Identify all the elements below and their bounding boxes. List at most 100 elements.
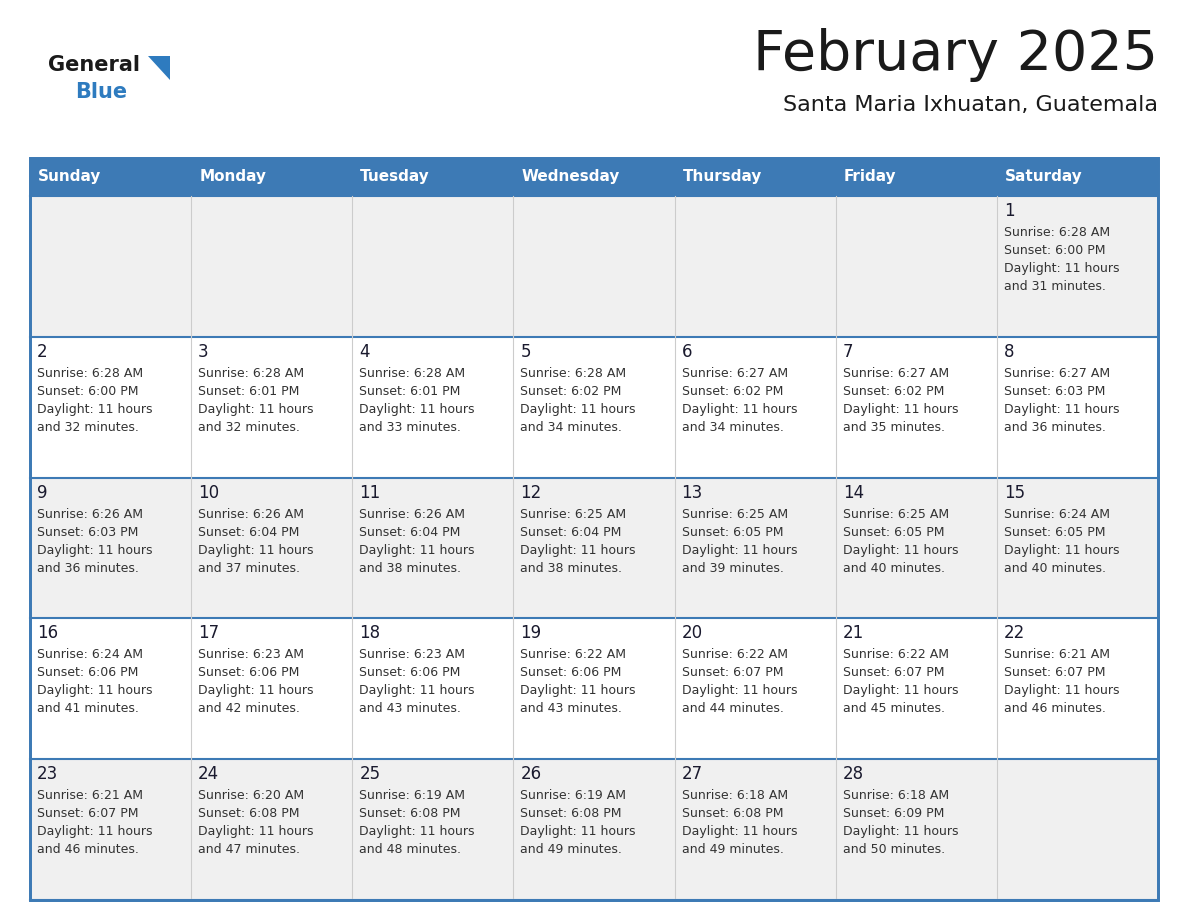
- Text: Sunrise: 6:21 AM: Sunrise: 6:21 AM: [1004, 648, 1110, 661]
- Text: 23: 23: [37, 766, 58, 783]
- Text: Daylight: 11 hours: Daylight: 11 hours: [1004, 262, 1119, 275]
- Text: Sunset: 6:06 PM: Sunset: 6:06 PM: [520, 666, 621, 679]
- Text: and 40 minutes.: and 40 minutes.: [842, 562, 944, 575]
- Text: Sunrise: 6:22 AM: Sunrise: 6:22 AM: [520, 648, 626, 661]
- Text: 25: 25: [359, 766, 380, 783]
- Text: Daylight: 11 hours: Daylight: 11 hours: [682, 543, 797, 556]
- Text: Sunrise: 6:28 AM: Sunrise: 6:28 AM: [198, 367, 304, 380]
- Text: 6: 6: [682, 342, 693, 361]
- Text: and 36 minutes.: and 36 minutes.: [1004, 420, 1106, 434]
- Text: Sunset: 6:04 PM: Sunset: 6:04 PM: [359, 526, 461, 539]
- Text: Sunset: 6:04 PM: Sunset: 6:04 PM: [198, 526, 299, 539]
- Text: Thursday: Thursday: [683, 170, 762, 185]
- Text: and 35 minutes.: and 35 minutes.: [842, 420, 944, 434]
- Text: Sunset: 6:04 PM: Sunset: 6:04 PM: [520, 526, 621, 539]
- Text: and 42 minutes.: and 42 minutes.: [198, 702, 301, 715]
- Text: and 43 minutes.: and 43 minutes.: [520, 702, 623, 715]
- Text: and 44 minutes.: and 44 minutes.: [682, 702, 783, 715]
- Text: Tuesday: Tuesday: [360, 170, 430, 185]
- Text: Daylight: 11 hours: Daylight: 11 hours: [198, 685, 314, 698]
- Text: 8: 8: [1004, 342, 1015, 361]
- Text: Sunset: 6:06 PM: Sunset: 6:06 PM: [37, 666, 138, 679]
- Text: Sunrise: 6:22 AM: Sunrise: 6:22 AM: [842, 648, 949, 661]
- Text: 28: 28: [842, 766, 864, 783]
- Text: Sunset: 6:08 PM: Sunset: 6:08 PM: [682, 807, 783, 820]
- Text: 24: 24: [198, 766, 220, 783]
- Text: Sunset: 6:02 PM: Sunset: 6:02 PM: [520, 385, 621, 397]
- Text: Sunset: 6:03 PM: Sunset: 6:03 PM: [37, 526, 138, 539]
- Text: Daylight: 11 hours: Daylight: 11 hours: [520, 685, 636, 698]
- Text: 1: 1: [1004, 202, 1015, 220]
- Text: and 33 minutes.: and 33 minutes.: [359, 420, 461, 434]
- Text: 27: 27: [682, 766, 702, 783]
- Text: and 38 minutes.: and 38 minutes.: [359, 562, 461, 575]
- Text: Daylight: 11 hours: Daylight: 11 hours: [520, 403, 636, 416]
- Text: and 36 minutes.: and 36 minutes.: [37, 562, 139, 575]
- Text: Sunrise: 6:28 AM: Sunrise: 6:28 AM: [520, 367, 626, 380]
- Text: 21: 21: [842, 624, 864, 643]
- Text: Daylight: 11 hours: Daylight: 11 hours: [1004, 543, 1119, 556]
- Bar: [30, 196, 1158, 337]
- Bar: [30, 158, 1158, 900]
- Text: Sunrise: 6:27 AM: Sunrise: 6:27 AM: [682, 367, 788, 380]
- Text: Daylight: 11 hours: Daylight: 11 hours: [520, 543, 636, 556]
- Text: Sunrise: 6:22 AM: Sunrise: 6:22 AM: [682, 648, 788, 661]
- Text: Daylight: 11 hours: Daylight: 11 hours: [682, 685, 797, 698]
- Text: Daylight: 11 hours: Daylight: 11 hours: [1004, 685, 1119, 698]
- Text: Daylight: 11 hours: Daylight: 11 hours: [37, 825, 152, 838]
- Bar: [30, 759, 1158, 900]
- Text: Sunrise: 6:19 AM: Sunrise: 6:19 AM: [359, 789, 466, 802]
- Text: and 48 minutes.: and 48 minutes.: [359, 844, 461, 856]
- Text: 10: 10: [198, 484, 220, 501]
- Text: and 40 minutes.: and 40 minutes.: [1004, 562, 1106, 575]
- Text: Daylight: 11 hours: Daylight: 11 hours: [682, 825, 797, 838]
- Text: Sunrise: 6:19 AM: Sunrise: 6:19 AM: [520, 789, 626, 802]
- Text: Sunrise: 6:28 AM: Sunrise: 6:28 AM: [37, 367, 143, 380]
- Polygon shape: [148, 56, 170, 80]
- Text: Daylight: 11 hours: Daylight: 11 hours: [359, 825, 475, 838]
- Text: and 32 minutes.: and 32 minutes.: [198, 420, 301, 434]
- Text: Sunrise: 6:18 AM: Sunrise: 6:18 AM: [682, 789, 788, 802]
- Text: Daylight: 11 hours: Daylight: 11 hours: [1004, 403, 1119, 416]
- Text: Santa Maria Ixhuatan, Guatemala: Santa Maria Ixhuatan, Guatemala: [783, 95, 1158, 115]
- Text: Sunset: 6:06 PM: Sunset: 6:06 PM: [198, 666, 299, 679]
- Text: Daylight: 11 hours: Daylight: 11 hours: [37, 403, 152, 416]
- Text: 19: 19: [520, 624, 542, 643]
- Text: 22: 22: [1004, 624, 1025, 643]
- Text: Daylight: 11 hours: Daylight: 11 hours: [198, 825, 314, 838]
- Text: Sunrise: 6:24 AM: Sunrise: 6:24 AM: [1004, 508, 1110, 521]
- Text: 14: 14: [842, 484, 864, 501]
- Text: Sunset: 6:07 PM: Sunset: 6:07 PM: [842, 666, 944, 679]
- Text: and 39 minutes.: and 39 minutes.: [682, 562, 783, 575]
- Text: Sunrise: 6:28 AM: Sunrise: 6:28 AM: [1004, 226, 1110, 239]
- Text: and 43 minutes.: and 43 minutes.: [359, 702, 461, 715]
- Text: Sunrise: 6:21 AM: Sunrise: 6:21 AM: [37, 789, 143, 802]
- Text: Sunset: 6:08 PM: Sunset: 6:08 PM: [520, 807, 623, 820]
- Text: Saturday: Saturday: [1005, 170, 1082, 185]
- Text: Daylight: 11 hours: Daylight: 11 hours: [842, 403, 959, 416]
- Text: General: General: [48, 55, 140, 75]
- Text: Sunset: 6:05 PM: Sunset: 6:05 PM: [842, 526, 944, 539]
- Text: Sunday: Sunday: [38, 170, 101, 185]
- Text: and 31 minutes.: and 31 minutes.: [1004, 280, 1106, 293]
- Text: Sunrise: 6:26 AM: Sunrise: 6:26 AM: [359, 508, 466, 521]
- Text: 26: 26: [520, 766, 542, 783]
- Bar: [30, 337, 1158, 477]
- Text: Sunset: 6:09 PM: Sunset: 6:09 PM: [842, 807, 944, 820]
- Text: February 2025: February 2025: [753, 28, 1158, 82]
- Text: Sunset: 6:05 PM: Sunset: 6:05 PM: [1004, 526, 1105, 539]
- Text: Daylight: 11 hours: Daylight: 11 hours: [198, 543, 314, 556]
- Text: Daylight: 11 hours: Daylight: 11 hours: [198, 403, 314, 416]
- Text: Sunset: 6:07 PM: Sunset: 6:07 PM: [682, 666, 783, 679]
- Text: 15: 15: [1004, 484, 1025, 501]
- Text: and 41 minutes.: and 41 minutes.: [37, 702, 139, 715]
- Text: 2: 2: [37, 342, 48, 361]
- Text: Sunset: 6:03 PM: Sunset: 6:03 PM: [1004, 385, 1105, 397]
- Text: Sunset: 6:08 PM: Sunset: 6:08 PM: [359, 807, 461, 820]
- Text: Sunset: 6:08 PM: Sunset: 6:08 PM: [198, 807, 299, 820]
- Text: and 38 minutes.: and 38 minutes.: [520, 562, 623, 575]
- Text: 18: 18: [359, 624, 380, 643]
- Bar: [30, 619, 1158, 759]
- Text: Sunset: 6:01 PM: Sunset: 6:01 PM: [359, 385, 461, 397]
- Text: 17: 17: [198, 624, 220, 643]
